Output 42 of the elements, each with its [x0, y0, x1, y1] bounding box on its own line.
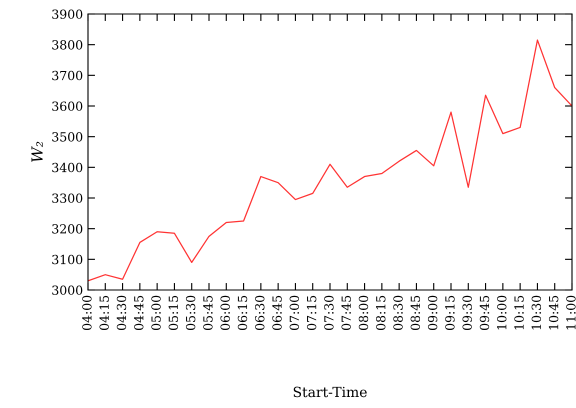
y-tick-label: 3200: [52, 224, 82, 234]
x-tick-label: 10:45: [548, 296, 558, 330]
y-tick-label: 3600: [52, 101, 82, 111]
x-tick-label: 05:00: [151, 296, 161, 330]
x-tick-label: 05:30: [186, 296, 196, 330]
x-tick-label: 05:15: [168, 296, 178, 330]
x-tick-label: 11:00: [566, 296, 576, 330]
x-tick-label: 07:30: [324, 296, 334, 330]
x-tick-label: 05:45: [203, 296, 213, 330]
x-tick-label: 06:00: [220, 296, 230, 330]
y-tick-label: 3500: [52, 132, 82, 142]
line-series: [88, 39, 572, 282]
x-tick-label: 10:15: [514, 296, 524, 330]
x-tick-label: 04:45: [134, 296, 144, 330]
x-tick-label: 07:15: [306, 296, 316, 330]
x-tick-label: 08:45: [410, 296, 420, 330]
x-tick-label: 09:45: [480, 296, 490, 330]
y-tick-label: 3000: [52, 285, 82, 295]
x-tick-label: 08:00: [358, 296, 368, 330]
x-tick-label: 04:15: [99, 296, 109, 330]
x-tick-label: 04:00: [82, 296, 92, 330]
y-tick-label: 3300: [52, 193, 82, 203]
x-tick-label: 06:15: [238, 296, 248, 330]
x-tick-label: 09:00: [428, 296, 438, 330]
x-tick-label: 10:30: [532, 296, 542, 330]
x-tick-label: 07:45: [341, 296, 351, 330]
y-tick-label: 3100: [52, 254, 82, 264]
y-tick-label: 3900: [52, 9, 82, 19]
y-tick-label: 3700: [52, 70, 82, 80]
y-tick-label: 3800: [52, 40, 82, 50]
x-tick-label: 07:00: [290, 296, 300, 330]
y-axis-title: W₂: [31, 142, 43, 162]
x-tick-label: 09:15: [445, 296, 455, 330]
x-tick-label: 10:00: [497, 296, 506, 330]
x-tick-label: 06:45: [272, 296, 282, 330]
x-tick-label: 08:30: [393, 296, 403, 330]
x-tick-label: 09:30: [462, 296, 472, 330]
x-tick-label: 04:30: [116, 296, 126, 330]
x-tick-label: 08:15: [376, 296, 386, 330]
y-tick-label: 3400: [52, 162, 82, 172]
x-tick-label: 06:30: [255, 296, 264, 330]
x-axis-title: Start-Time: [294, 386, 367, 398]
